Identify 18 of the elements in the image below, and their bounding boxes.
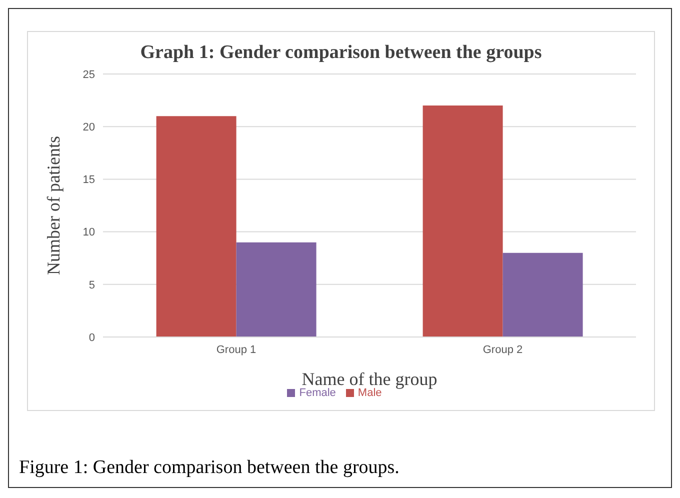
x-axis-title: Name of the group: [302, 369, 438, 389]
legend-label: Male: [358, 387, 382, 399]
y-tick-label: 20: [82, 122, 95, 134]
chart-title: Graph 1: Gender comparison between the groups: [139, 42, 543, 64]
y-tick-label: 15: [82, 174, 95, 186]
x-tick-label: Group 2: [482, 344, 523, 356]
y-tick-label: 10: [82, 226, 95, 239]
bar: [156, 116, 236, 337]
y-axis-title: Number of patients: [43, 136, 64, 275]
legend-label: Female: [299, 387, 336, 399]
bar: [502, 252, 583, 337]
y-tick-label: 25: [82, 68, 95, 81]
caption: Figure 1: Gender comparison between the groups.: [19, 457, 400, 479]
y-tick-label: 0: [88, 332, 95, 344]
x-tick-label: Group 1: [216, 344, 256, 356]
bar: [422, 106, 503, 337]
y-tick-label: 5: [88, 279, 95, 292]
bar: [236, 242, 316, 337]
